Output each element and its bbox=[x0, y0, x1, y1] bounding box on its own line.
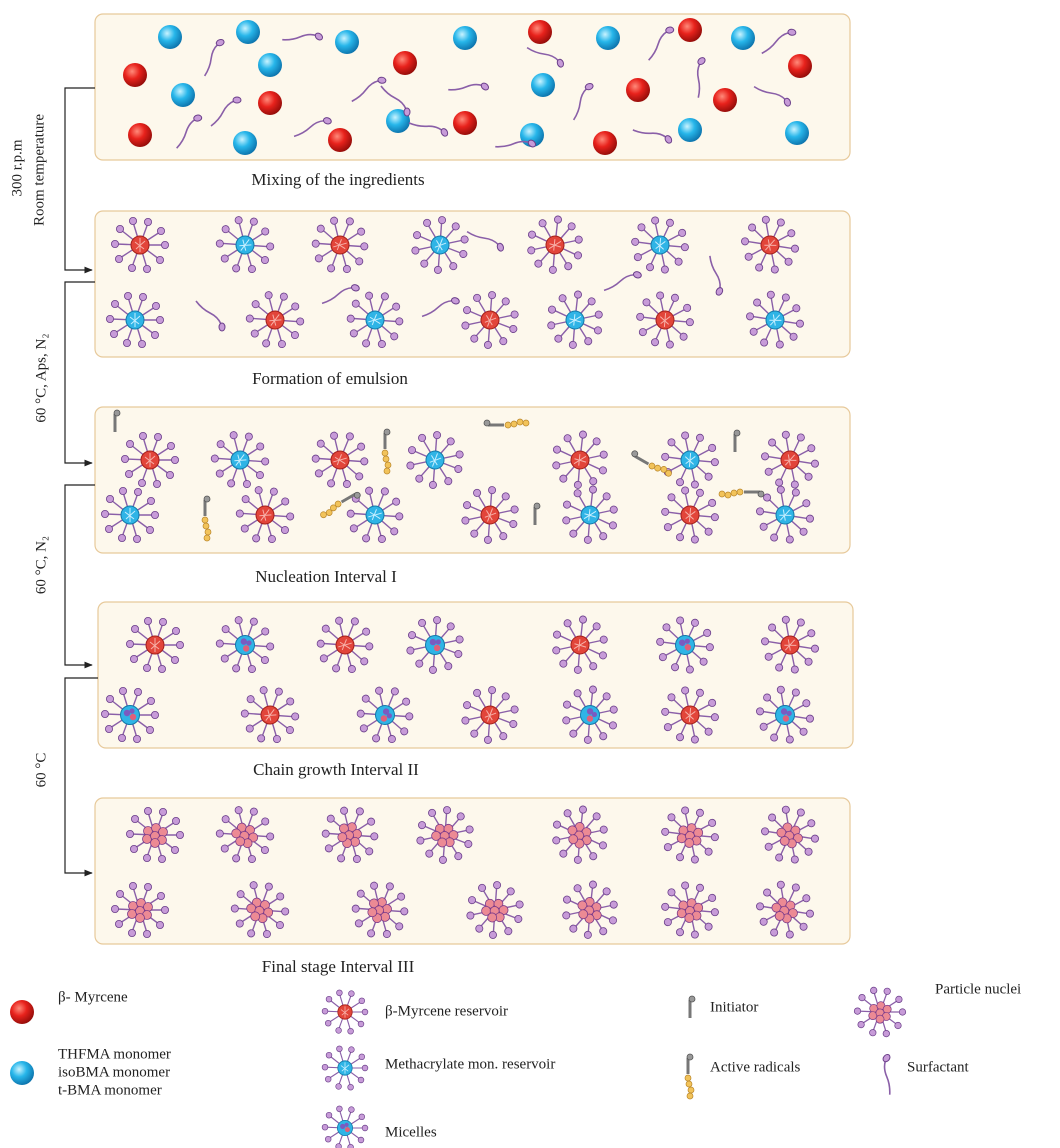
legend-label: β- Myrcene bbox=[58, 989, 128, 1005]
legend-icon bbox=[322, 1106, 368, 1148]
myrcene-droplet bbox=[258, 91, 282, 115]
condition-label: 300 r.p.m bbox=[9, 139, 25, 196]
legend-label: Micelles bbox=[385, 1124, 437, 1140]
legend-icon bbox=[322, 990, 368, 1034]
stage-caption: Nucleation Interval I bbox=[255, 567, 397, 586]
legend-label: isoBMA monomer bbox=[58, 1064, 170, 1080]
monomer-droplet bbox=[335, 30, 359, 54]
condition-label: Room temperature bbox=[31, 114, 47, 226]
monomer-droplet bbox=[596, 26, 620, 50]
myrcene-droplet bbox=[528, 20, 552, 44]
monomer-droplet bbox=[158, 25, 182, 49]
condition-label: 60 °C, N₂ bbox=[33, 536, 49, 594]
myrcene-droplet bbox=[626, 78, 650, 102]
legend-label: β-Myrcene reservoir bbox=[385, 1003, 508, 1019]
legend-icon bbox=[10, 1000, 34, 1024]
myrcene-droplet bbox=[123, 63, 147, 87]
stage-arrow bbox=[65, 485, 95, 665]
legend-label: THFMA monomer bbox=[58, 1046, 171, 1062]
legend-icon bbox=[689, 996, 695, 1018]
monomer-droplet bbox=[258, 53, 282, 77]
legend-icon bbox=[10, 1061, 34, 1085]
myrcene-droplet bbox=[393, 51, 417, 75]
monomer-droplet bbox=[453, 26, 477, 50]
stage-arrow bbox=[65, 678, 98, 873]
stage-arrow bbox=[65, 88, 95, 270]
myrcene-droplet bbox=[328, 128, 352, 152]
myrcene-droplet bbox=[678, 18, 702, 42]
stage-panel bbox=[95, 798, 850, 944]
stage-caption: Mixing of the ingredients bbox=[251, 170, 424, 189]
legend-icon bbox=[868, 1053, 909, 1095]
content: Mixing of the ingredients Formation of em… bbox=[9, 14, 1021, 1148]
monomer-droplet bbox=[233, 131, 257, 155]
myrcene-droplet bbox=[713, 88, 737, 112]
stage-arrow bbox=[65, 282, 95, 463]
legend-label: Particle nuclei bbox=[935, 981, 1021, 997]
legend-icon bbox=[685, 1054, 694, 1099]
legend-label: Surfactant bbox=[907, 1059, 969, 1075]
myrcene-droplet bbox=[593, 131, 617, 155]
monomer-droplet bbox=[731, 26, 755, 50]
stage-panel bbox=[98, 602, 853, 748]
monomer-droplet bbox=[171, 83, 195, 107]
myrcene-droplet bbox=[453, 111, 477, 135]
legend-label: t-BMA monomer bbox=[58, 1082, 162, 1098]
myrcene-droplet bbox=[788, 54, 812, 78]
legend-label: Active radicals bbox=[710, 1059, 801, 1075]
monomer-droplet bbox=[531, 73, 555, 97]
condition-label: 60 °C bbox=[33, 753, 49, 788]
monomer-droplet bbox=[678, 118, 702, 142]
legend-icon bbox=[322, 1046, 368, 1090]
myrcene-droplet bbox=[128, 123, 152, 147]
legend-label: Initiator bbox=[710, 999, 758, 1015]
monomer-droplet bbox=[785, 121, 809, 145]
legend-icon bbox=[854, 987, 905, 1037]
diagram: Mixing of the ingredients Formation of em… bbox=[0, 0, 1060, 1148]
stage-caption: Formation of emulsion bbox=[252, 369, 408, 388]
legend-label: Methacrylate mon. reservoir bbox=[385, 1056, 555, 1072]
stage-caption: Final stage Interval III bbox=[262, 957, 415, 976]
stage-caption: Chain growth Interval II bbox=[253, 760, 419, 779]
condition-label: 60 °C, Aps, N₂ bbox=[33, 333, 49, 422]
monomer-droplet bbox=[236, 20, 260, 44]
